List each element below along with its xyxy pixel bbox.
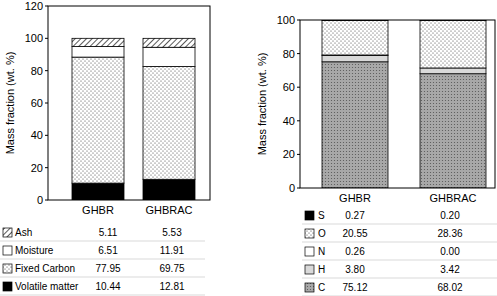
table-value: 0.26	[345, 246, 365, 257]
y-tick-label: 20	[283, 148, 295, 160]
legend-swatch	[3, 246, 12, 255]
bars	[72, 38, 195, 200]
table-value: 3.80	[345, 264, 365, 275]
table-value: 69.75	[159, 263, 184, 274]
legend-swatch	[305, 247, 314, 256]
legend-label: O	[318, 228, 326, 239]
bar-segment	[322, 20, 388, 55]
y-tick-label: 0	[289, 182, 295, 194]
y-tick	[297, 20, 300, 21]
bar-segment	[72, 47, 124, 58]
table-value: 11.91	[160, 245, 185, 256]
bar-segment	[143, 38, 195, 47]
table-value: 0.00	[440, 246, 460, 257]
table-separator	[0, 277, 205, 278]
bar-segment	[72, 57, 124, 183]
table-value: 6.51	[98, 245, 118, 256]
legend-label: C	[318, 282, 325, 293]
bar-segment	[322, 55, 388, 61]
chart: GHBR GHBRAC 0 20 40 60 80 100 Mass fraction (wt.…	[256, 14, 497, 296]
legend-swatch	[305, 265, 314, 274]
y-tick-label: 60	[31, 97, 43, 109]
y-tick-label: 100	[277, 14, 295, 26]
y-tick-label: 100	[25, 32, 43, 44]
y-tick	[297, 120, 300, 121]
table-value: 3.42	[440, 264, 460, 275]
bar-segment	[143, 67, 195, 180]
bar-segment	[72, 38, 124, 46]
table-value: 10.44	[95, 281, 120, 292]
y-tick-label: 120	[25, 0, 43, 12]
category-label: GHBR	[339, 192, 371, 204]
y-tick	[45, 103, 48, 104]
y-tick	[45, 200, 48, 201]
table-value: 20.55	[342, 228, 367, 239]
table-value: 77.95	[95, 263, 120, 274]
bar-segment	[420, 20, 486, 68]
legend-label: H	[318, 264, 325, 275]
legend-swatch	[3, 282, 12, 291]
table-value: 75.12	[342, 282, 367, 293]
legend-swatch	[305, 283, 314, 292]
table-value: 68.02	[437, 282, 462, 293]
chart: GHBR GHBRAC 0 20 40 60 80 100 120 Mass fraction (…	[0, 0, 210, 295]
table-separator	[302, 224, 497, 225]
y-tick-label: 80	[31, 65, 43, 77]
bar-segment	[143, 47, 195, 66]
y-tick	[45, 6, 48, 7]
category-label: GHBR	[82, 204, 114, 216]
legend-label: Ash	[15, 227, 32, 238]
y-tick-label: 0	[37, 194, 43, 206]
legend-swatch	[3, 264, 12, 273]
figure: GHBR GHBRAC 0 20 40 60 80 100 120 Mass fraction (…	[0, 0, 497, 296]
table-separator	[302, 242, 497, 243]
plot-frame	[300, 20, 495, 188]
y-tick-label: 80	[283, 48, 295, 60]
y-tick-label: 40	[31, 129, 43, 141]
y-axis-label: Mass fraction (wt. %)	[256, 53, 268, 156]
legend-label: Moisture	[15, 245, 54, 256]
y-tick	[297, 154, 300, 155]
table-separator	[0, 259, 205, 260]
table-separator	[302, 278, 497, 279]
bar-segment	[322, 62, 388, 188]
category-label: GHBRAC	[145, 204, 192, 216]
y-tick	[45, 38, 48, 39]
y-tick	[297, 53, 300, 54]
y-tick	[45, 70, 48, 71]
legend-swatch	[305, 211, 314, 220]
bar-segment	[420, 68, 486, 74]
table-value: 5.11	[99, 227, 118, 238]
y-tick	[45, 135, 48, 136]
y-tick-label: 20	[31, 162, 43, 174]
table-value: 5.53	[162, 227, 182, 238]
table-value: 12.81	[159, 281, 184, 292]
table-value: 0.27	[345, 210, 365, 221]
table-separator	[0, 295, 205, 296]
legend-label: N	[318, 246, 325, 257]
bars	[322, 20, 486, 188]
table-value: 0.20	[440, 210, 460, 221]
y-tick	[297, 188, 300, 189]
y-tick-label: 40	[283, 115, 295, 127]
y-tick	[45, 167, 48, 168]
legend-label: Volatile matter	[15, 281, 79, 292]
plot-frame	[48, 6, 210, 200]
legend-label: S	[318, 210, 325, 221]
category-label: GHBRAC	[429, 192, 476, 204]
y-axis-label: Mass fraction (wt. %)	[4, 52, 16, 155]
bar-segment	[143, 179, 195, 200]
table-value: 28.36	[437, 228, 462, 239]
bar-segment	[420, 74, 486, 188]
legend-swatch	[305, 229, 314, 238]
y-tick	[297, 87, 300, 88]
legend-label: Fixed Carbon	[15, 263, 75, 274]
bar-segment	[72, 183, 124, 200]
table-separator	[302, 260, 497, 261]
y-tick-label: 60	[283, 81, 295, 93]
table-separator	[0, 241, 205, 242]
legend-swatch	[3, 228, 12, 237]
